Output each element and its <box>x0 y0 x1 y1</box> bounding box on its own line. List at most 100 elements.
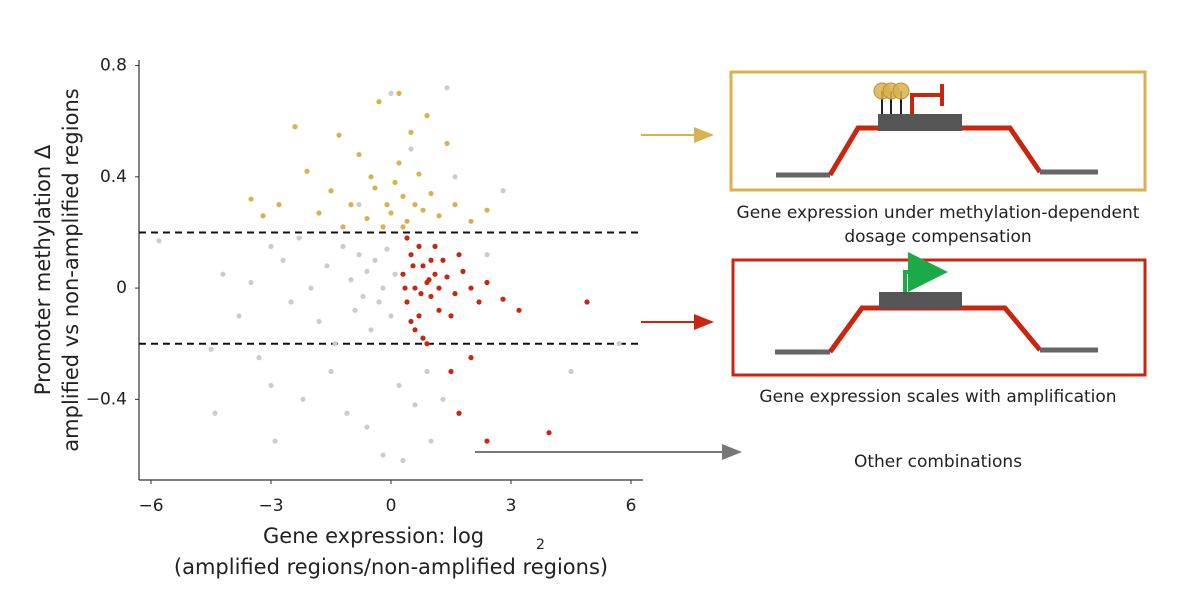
point <box>392 271 398 277</box>
point <box>412 202 418 208</box>
point <box>268 382 274 389</box>
point <box>364 268 370 274</box>
point <box>292 124 298 130</box>
point <box>416 313 422 319</box>
point <box>280 257 286 263</box>
x-tick-label: 6 <box>626 496 637 516</box>
point <box>424 113 430 119</box>
point <box>288 299 294 305</box>
point <box>436 285 442 291</box>
point <box>404 299 410 305</box>
point <box>616 341 622 347</box>
point <box>348 202 354 208</box>
point <box>308 285 314 291</box>
point <box>484 207 490 213</box>
point <box>452 202 458 208</box>
point <box>324 263 330 269</box>
point <box>584 299 590 305</box>
x-label-subscript: 2 <box>536 537 545 553</box>
amplicon <box>827 125 1043 177</box>
y-tick-label: 0.4 <box>100 167 127 187</box>
point <box>268 243 274 249</box>
point <box>356 202 362 208</box>
point <box>364 215 370 222</box>
point <box>248 196 254 202</box>
point <box>332 341 338 347</box>
point <box>368 174 374 180</box>
point <box>428 438 434 444</box>
point <box>412 327 418 333</box>
point <box>428 190 434 197</box>
point <box>546 430 552 436</box>
point <box>408 318 414 325</box>
point <box>388 313 394 319</box>
point <box>372 185 378 191</box>
x-tick-label: −3 <box>258 496 283 516</box>
point <box>436 307 442 313</box>
point <box>426 277 432 283</box>
point <box>420 263 426 269</box>
caption: dosage compensation <box>844 227 1031 247</box>
x-label: (amplified regions/non-amplified regions… <box>174 555 608 579</box>
point <box>404 235 410 241</box>
point <box>340 224 346 230</box>
point <box>388 90 394 96</box>
point <box>500 188 506 194</box>
point <box>440 396 446 402</box>
point <box>440 257 446 263</box>
point <box>220 271 226 277</box>
point <box>272 438 278 444</box>
point <box>424 368 430 375</box>
methylation <box>873 82 910 114</box>
point <box>364 424 370 430</box>
point <box>500 296 506 302</box>
y-label: Promoter methylation Δ <box>31 144 55 395</box>
point <box>328 188 334 194</box>
point <box>416 171 422 177</box>
point <box>468 355 474 361</box>
point <box>340 243 346 249</box>
y-tick-label: 0.8 <box>100 56 127 76</box>
point <box>410 263 416 269</box>
point <box>384 246 390 252</box>
caption: Gene expression scales with amplificatio… <box>759 387 1116 407</box>
point <box>412 285 418 291</box>
point <box>336 132 342 138</box>
point <box>368 327 374 333</box>
point <box>388 210 394 216</box>
point <box>452 174 458 180</box>
point <box>344 410 350 416</box>
point <box>328 368 334 375</box>
point <box>376 299 382 305</box>
point <box>412 402 418 408</box>
point <box>380 452 386 458</box>
point <box>484 252 490 258</box>
point <box>460 268 466 274</box>
transcription <box>903 252 948 292</box>
point <box>484 438 490 444</box>
point <box>396 382 402 389</box>
point <box>484 279 490 286</box>
y-label: amplified vs non-amplified regions <box>59 88 83 451</box>
point <box>400 224 406 230</box>
point <box>408 252 414 258</box>
point <box>448 368 454 375</box>
point <box>380 224 386 230</box>
point <box>248 279 254 286</box>
point <box>400 457 406 464</box>
point <box>402 285 408 291</box>
point <box>380 285 386 291</box>
point <box>432 243 438 249</box>
point <box>400 193 406 199</box>
point <box>468 218 474 224</box>
point <box>356 252 362 258</box>
point <box>236 313 242 319</box>
point <box>316 318 322 325</box>
point <box>444 140 450 147</box>
point <box>400 271 406 277</box>
x-tick-label: −6 <box>138 496 163 516</box>
point <box>452 291 458 297</box>
point <box>418 291 424 297</box>
point <box>436 213 442 219</box>
